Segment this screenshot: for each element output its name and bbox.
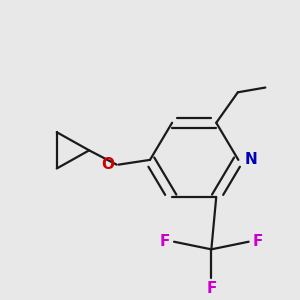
Text: F: F <box>253 234 263 249</box>
Text: O: O <box>102 157 115 172</box>
Text: F: F <box>206 281 217 296</box>
Text: N: N <box>244 152 257 167</box>
Text: F: F <box>160 234 170 249</box>
